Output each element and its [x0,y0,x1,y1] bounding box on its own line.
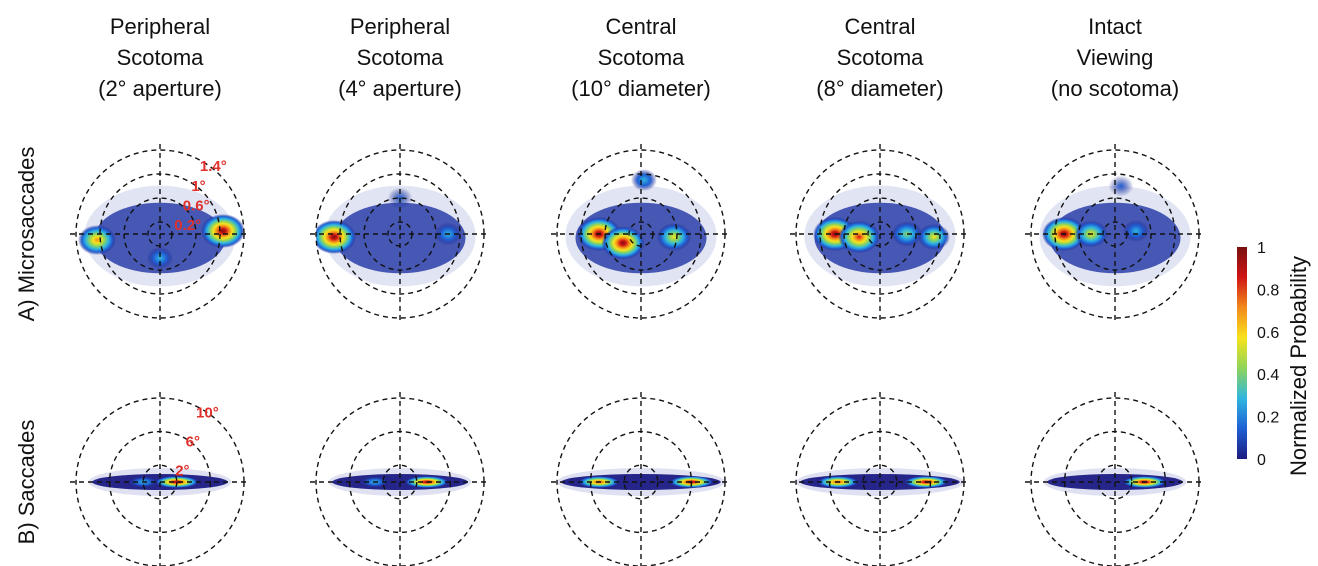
column-title-5: Intact Viewing (no scotoma) [1051,14,1179,101]
density-peak [201,214,244,248]
colorbar-tick-label: 1 [1257,240,1266,257]
column-title-5-line-2: Viewing [1077,45,1154,70]
colorbar-tick-label: 0.2 [1257,410,1279,427]
colorbar-tick-label: 0.8 [1257,282,1279,299]
column-title-3-line-2: Scotoma [598,45,686,70]
density-map [316,185,476,287]
panel-r2-c1: 10° 6° 2° [70,392,250,566]
column-title-1: Peripheral Scotoma (2° aperture) [98,14,222,101]
ring-label: 6° [186,433,200,450]
column-title-3: Central Scotoma (10° diameter) [571,14,711,101]
column-title-5-line-1: Intact [1088,14,1142,39]
column-title-2-line-2: Scotoma [357,45,445,70]
density-peak [316,220,356,254]
panel-r1-c3 [551,144,731,324]
column-title-2: Peripheral Scotoma (4° aperture) [338,14,462,101]
panel-r2-c3 [551,392,731,566]
colorbar-gradient [1237,247,1247,459]
colorbar-label: Normalized Probability [1286,256,1311,476]
colorbar-ticks: 1 0.8 0.6 0.4 0.2 0 [1257,240,1279,469]
ring [623,464,659,500]
column-title-2-line-1: Peripheral [350,14,450,39]
colorbar: 1 0.8 0.6 0.4 0.2 0 Normalized Probability [1237,240,1311,476]
ring-label: 2° [175,462,189,479]
row-label-saccades: B) Saccades [14,420,39,545]
colorbar-tick-label: 0.6 [1257,325,1279,342]
panels: 1.4° 1° 0.6° 0.2° 10° 6° 2° [70,144,1205,566]
ring-label: 1.4° [200,158,227,175]
density-peak [918,224,950,250]
panel-r1-c2 [310,144,490,324]
ring [1097,464,1133,500]
column-title-3-line-3: (10° diameter) [571,76,711,101]
density-peak [1123,220,1149,242]
ring-label: 10° [196,404,219,421]
column-title-1-line-3: (2° aperture) [98,76,222,101]
density-peak [78,225,116,255]
column-title-4-line-2: Scotoma [837,45,925,70]
density-peak [601,226,645,260]
panel-r1-c1: 1.4° 1° 0.6° 0.2° [70,144,250,324]
ring-label: 0.6° [183,198,210,215]
row-label-microsaccades: A) Microsaccades [14,147,39,322]
density-peak [631,169,657,191]
panel-r2-c5 [1025,392,1205,566]
panel-r2-c4 [790,392,970,566]
ring [382,464,418,500]
column-title-4-line-3: (8° diameter) [816,76,943,101]
density-peak [147,247,173,269]
density-peak [656,223,692,251]
panel-r2-c2 [310,392,490,566]
density-peak [1108,175,1134,197]
panel-r1-c5 [1025,144,1205,324]
ring-label: 0.2° [174,217,201,234]
ring [142,464,178,500]
column-title-3-line-1: Central [606,14,677,39]
ring [862,464,898,500]
density-peak [838,220,880,254]
column-title-1-line-2: Scotoma [117,45,205,70]
column-title-5-line-3: (no scotoma) [1051,76,1179,101]
panel-r1-c4 [790,144,970,324]
colorbar-tick-label: 0 [1257,452,1266,469]
column-title-4-line-1: Central [845,14,916,39]
column-title-1-line-1: Peripheral [110,14,210,39]
column-title-2-line-3: (4° aperture) [338,76,462,101]
ring-label: 1° [191,178,205,195]
column-title-4: Central Scotoma (8° diameter) [816,14,943,101]
colorbar-tick-label: 0.4 [1257,367,1279,384]
